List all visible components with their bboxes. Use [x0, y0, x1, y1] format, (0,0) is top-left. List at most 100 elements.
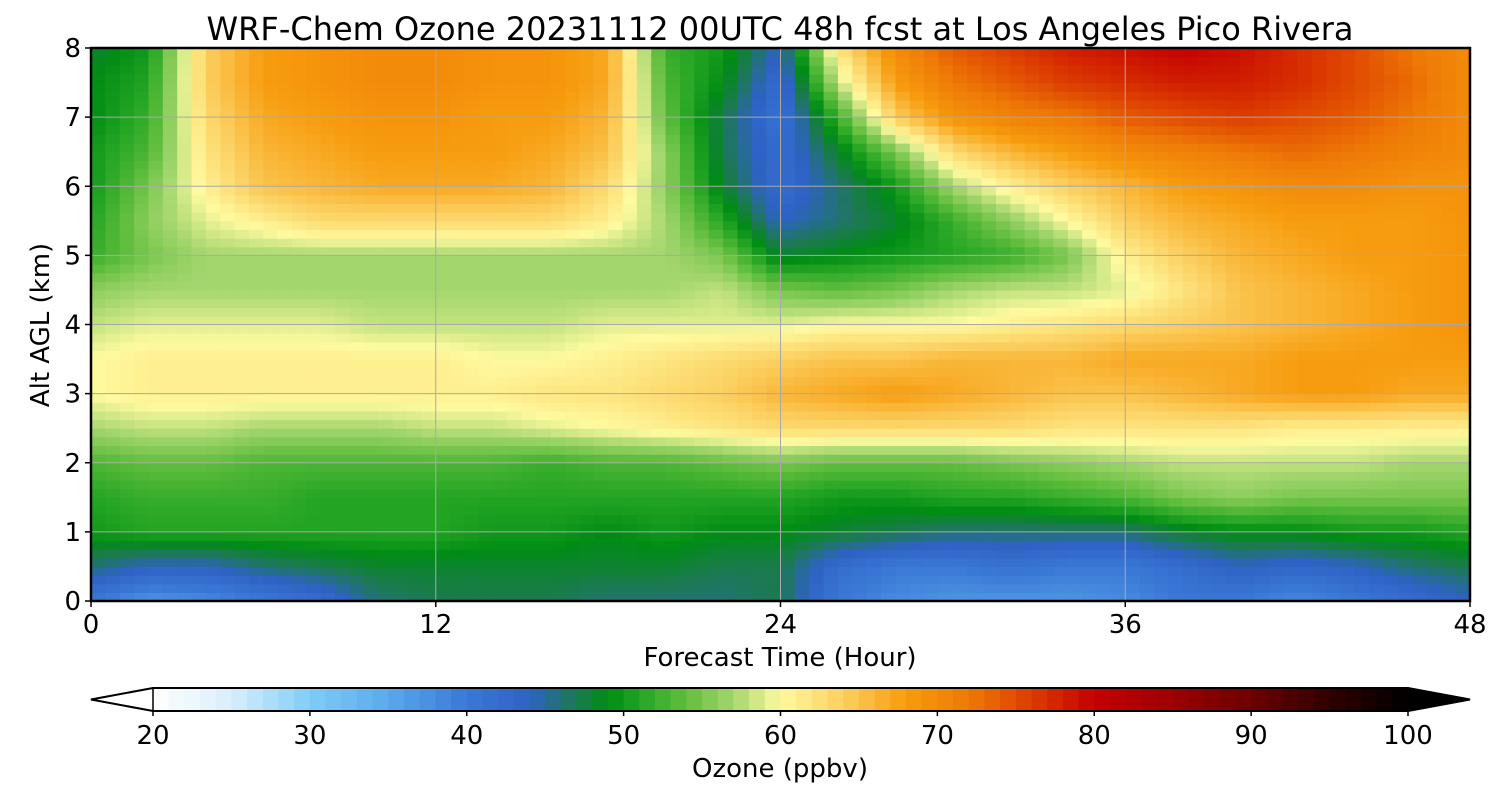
heatmap-cell — [521, 186, 537, 196]
heatmap-cell — [1311, 402, 1327, 412]
heatmap-cell — [665, 514, 681, 524]
heatmap-cell — [967, 350, 983, 360]
heatmap-cell — [651, 255, 667, 265]
heatmap-cell — [565, 384, 580, 395]
heatmap-cell — [105, 480, 121, 490]
heatmap-cell — [981, 462, 997, 472]
heatmap-cell — [1010, 324, 1026, 334]
heatmap-cell — [1369, 436, 1385, 447]
heatmap-cell — [1010, 307, 1026, 317]
heatmap-cell — [1096, 350, 1112, 360]
heatmap-cell — [565, 177, 580, 187]
heatmap-cell — [579, 393, 595, 403]
heatmap-cell — [866, 194, 882, 205]
heatmap-cell — [335, 557, 351, 568]
heatmap-cell — [866, 212, 882, 222]
heatmap-cell — [780, 168, 796, 179]
heatmap-cell — [507, 238, 523, 248]
heatmap-cell — [277, 592, 293, 601]
heatmap-cell — [1197, 246, 1213, 256]
heatmap-cell — [263, 229, 279, 239]
heatmap-cell — [1412, 583, 1428, 593]
heatmap-cell — [162, 419, 178, 429]
heatmap-cell — [967, 307, 983, 317]
heatmap-cell — [766, 220, 782, 231]
heatmap-cell — [335, 566, 351, 576]
heatmap-cell — [938, 212, 954, 222]
heatmap-cell — [636, 402, 652, 412]
heatmap-cell — [234, 540, 250, 550]
heatmap-cell — [478, 505, 494, 516]
heatmap-cell — [579, 540, 595, 550]
heatmap-cell — [1110, 264, 1126, 274]
heatmap-cell — [622, 592, 638, 601]
heatmap-cell — [794, 471, 810, 481]
heatmap-cell — [306, 186, 322, 196]
heatmap-cell — [1369, 203, 1385, 213]
heatmap-cell — [421, 341, 437, 352]
heatmap-cell — [119, 220, 135, 231]
heatmap-cell — [277, 523, 293, 533]
heatmap-cell — [622, 505, 638, 516]
heatmap-cell — [593, 583, 609, 593]
heatmap-cell — [320, 402, 336, 412]
heatmap-cell — [737, 177, 753, 187]
heatmap-cell — [1225, 289, 1241, 300]
heatmap-cell — [723, 367, 738, 377]
heatmap-cell — [105, 281, 121, 291]
heatmap-cell — [1168, 315, 1184, 326]
heatmap-cell — [1110, 393, 1126, 403]
heatmap-cell — [651, 151, 667, 161]
heatmap-cell — [794, 393, 810, 403]
heatmap-cell — [1240, 376, 1256, 386]
heatmap-cell — [320, 307, 336, 317]
heatmap-cell — [981, 549, 997, 559]
heatmap-cell — [507, 523, 523, 533]
heatmap-cell — [1297, 419, 1313, 429]
heatmap-cell — [1441, 376, 1457, 386]
heatmap-cell — [1311, 488, 1327, 498]
heatmap-cell — [263, 488, 279, 498]
heatmap-cell — [349, 376, 365, 386]
heatmap-cell — [191, 177, 207, 187]
heatmap-cell — [766, 531, 782, 542]
heatmap-cell — [622, 229, 638, 239]
heatmap-cell — [1197, 341, 1213, 352]
heatmap-cell — [1340, 445, 1356, 455]
heatmap-cell — [148, 384, 164, 395]
heatmap-cell — [1311, 341, 1327, 352]
heatmap-cell — [191, 505, 207, 516]
heatmap-cell — [1355, 514, 1371, 524]
heatmap-cell — [550, 557, 566, 568]
heatmap-cell — [1039, 583, 1055, 593]
heatmap-cells — [91, 48, 1470, 601]
heatmap-cell — [1455, 238, 1470, 248]
heatmap-cell — [493, 203, 509, 213]
heatmap-cell — [1197, 307, 1213, 317]
heatmap-cell — [737, 272, 753, 282]
heatmap-cell — [435, 177, 451, 187]
heatmap-cell — [407, 376, 422, 386]
heatmap-cell — [780, 315, 796, 326]
heatmap-cell — [349, 341, 365, 352]
heatmap-cell — [895, 194, 911, 205]
heatmap-cell — [478, 462, 494, 472]
heatmap-cell — [794, 454, 810, 464]
heatmap-cell — [1355, 376, 1371, 386]
heatmap-cell — [1153, 376, 1169, 386]
heatmap-cell — [1254, 575, 1270, 585]
heatmap-cell — [306, 471, 322, 481]
heatmap-cell — [1010, 531, 1026, 542]
heatmap-cell — [665, 264, 681, 274]
heatmap-cell — [464, 436, 480, 447]
heatmap-cell — [349, 575, 365, 585]
heatmap-cell — [148, 289, 164, 300]
heatmap-cell — [1398, 151, 1414, 161]
heatmap-cell — [349, 505, 365, 516]
heatmap-cell — [981, 575, 997, 585]
heatmap-cell — [1067, 376, 1083, 386]
heatmap-cell — [105, 315, 121, 326]
heatmap-cell — [823, 212, 839, 222]
heatmap-cell — [1153, 566, 1169, 576]
heatmap-cell — [148, 505, 164, 516]
